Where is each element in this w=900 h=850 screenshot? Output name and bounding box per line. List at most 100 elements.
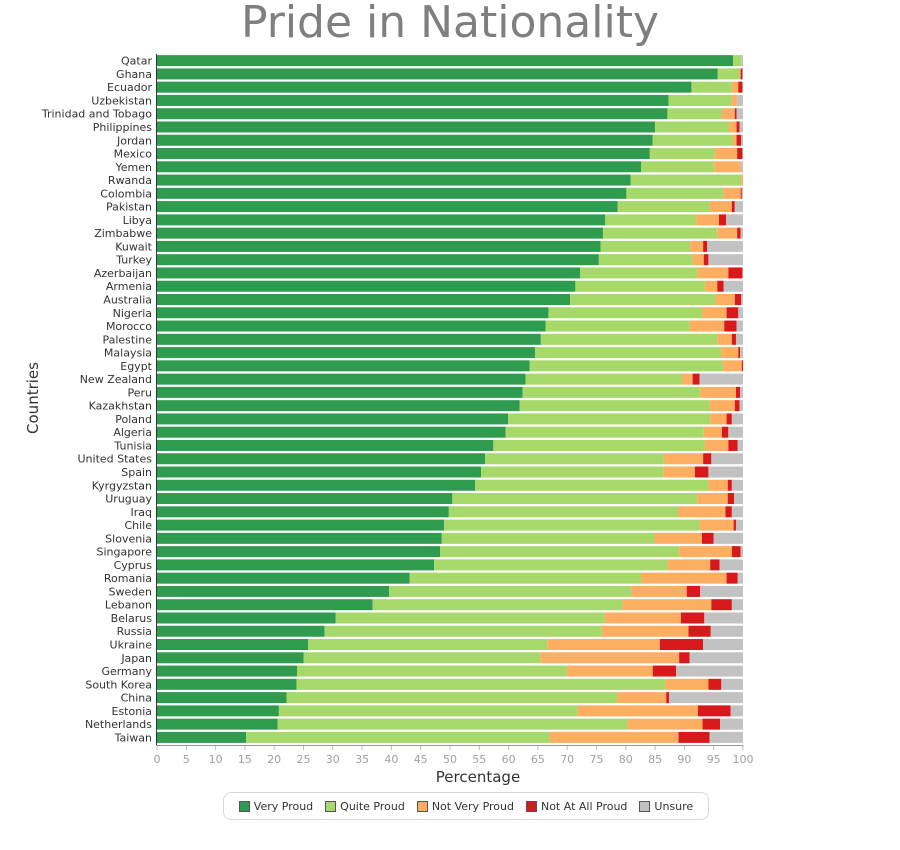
bar-segment[interactable] xyxy=(736,121,740,133)
bar-segment[interactable] xyxy=(157,347,535,359)
bar-segment[interactable] xyxy=(157,55,734,67)
bar-segment[interactable] xyxy=(505,426,704,438)
bar-segment[interactable] xyxy=(600,240,691,252)
bar-segment[interactable] xyxy=(157,639,309,651)
bar-segment[interactable] xyxy=(617,201,710,213)
bar-segment[interactable] xyxy=(667,559,711,571)
bar-segment[interactable] xyxy=(570,294,716,305)
bar-segment[interactable] xyxy=(733,55,742,67)
bar-segment[interactable] xyxy=(742,81,743,93)
bar-segment[interactable] xyxy=(703,254,709,266)
bar-segment[interactable] xyxy=(475,479,709,491)
bar-segment[interactable] xyxy=(735,333,743,345)
bar-segment[interactable] xyxy=(741,174,743,186)
bar-segment[interactable] xyxy=(663,466,695,478)
bar-segment[interactable] xyxy=(734,108,737,120)
bar-segment[interactable] xyxy=(303,652,541,664)
bar-segment[interactable] xyxy=(703,426,722,438)
bar-segment[interactable] xyxy=(734,400,740,412)
bar-segment[interactable] xyxy=(604,612,681,624)
bar-segment[interactable] xyxy=(724,320,737,332)
bar-segment[interactable] xyxy=(278,705,578,717)
bar-segment[interactable] xyxy=(742,68,743,80)
bar-segment[interactable] xyxy=(682,373,693,385)
bar-segment[interactable] xyxy=(721,108,735,120)
bar-segment[interactable] xyxy=(731,94,738,106)
bar-segment[interactable] xyxy=(441,532,655,544)
bar-segment[interactable] xyxy=(157,519,445,531)
bar-segment[interactable] xyxy=(448,506,678,518)
bar-segment[interactable] xyxy=(728,426,743,438)
bar-segment[interactable] xyxy=(692,373,700,385)
bar-segment[interactable] xyxy=(652,134,734,146)
bar-segment[interactable] xyxy=(737,439,743,451)
bar-segment[interactable] xyxy=(728,267,743,279)
bar-segment[interactable] xyxy=(157,108,668,120)
bar-segment[interactable] xyxy=(157,320,546,332)
bar-segment[interactable] xyxy=(711,453,743,465)
bar-segment[interactable] xyxy=(157,174,631,186)
bar-segment[interactable] xyxy=(157,453,486,465)
bar-segment[interactable] xyxy=(720,718,743,730)
bar-segment[interactable] xyxy=(157,652,304,664)
bar-segment[interactable] xyxy=(701,532,714,544)
bar-segment[interactable] xyxy=(680,612,705,624)
bar-segment[interactable] xyxy=(157,705,279,717)
bar-segment[interactable] xyxy=(157,585,390,597)
bar-segment[interactable] xyxy=(737,227,741,239)
bar-segment[interactable] xyxy=(726,307,739,319)
bar-segment[interactable] xyxy=(731,333,736,345)
bar-segment[interactable] xyxy=(481,466,664,478)
bar-segment[interactable] xyxy=(525,373,683,385)
bar-segment[interactable] xyxy=(389,585,632,597)
bar-segment[interactable] xyxy=(549,731,679,743)
bar-segment[interactable] xyxy=(738,307,743,319)
bar-segment[interactable] xyxy=(157,439,494,451)
bar-segment[interactable] xyxy=(728,121,737,133)
bar-segment[interactable] xyxy=(157,227,603,239)
bar-segment[interactable] xyxy=(686,585,701,597)
bar-segment[interactable] xyxy=(676,665,743,677)
bar-segment[interactable] xyxy=(741,187,743,199)
bar-segment[interactable] xyxy=(715,294,735,305)
bar-segment[interactable] xyxy=(727,493,735,505)
bar-segment[interactable] xyxy=(710,413,727,425)
bar-segment[interactable] xyxy=(598,254,693,266)
bar-segment[interactable] xyxy=(741,55,743,67)
bar-segment[interactable] xyxy=(157,426,506,438)
bar-segment[interactable] xyxy=(157,612,336,624)
bar-segment[interactable] xyxy=(667,108,722,120)
bar-segment[interactable] xyxy=(718,214,726,226)
bar-segment[interactable] xyxy=(700,585,743,597)
bar-segment[interactable] xyxy=(728,439,738,451)
bar-segment[interactable] xyxy=(617,692,667,704)
bar-segment[interactable] xyxy=(666,692,670,704)
bar-segment[interactable] xyxy=(738,81,743,93)
bar-segment[interactable] xyxy=(286,692,618,704)
bar-segment[interactable] xyxy=(726,413,732,425)
bar-segment[interactable] xyxy=(580,267,698,279)
bar-segment[interactable] xyxy=(733,134,737,146)
bar-segment[interactable] xyxy=(699,373,743,385)
bar-segment[interactable] xyxy=(631,585,687,597)
bar-segment[interactable] xyxy=(622,599,712,611)
bar-segment[interactable] xyxy=(566,665,653,677)
bar-segment[interactable] xyxy=(669,692,743,704)
bar-segment[interactable] xyxy=(700,386,736,398)
bar-segment[interactable] xyxy=(741,294,743,305)
bar-segment[interactable] xyxy=(717,227,738,239)
bar-segment[interactable] xyxy=(735,519,743,531)
bar-segment[interactable] xyxy=(444,519,700,531)
bar-segment[interactable] xyxy=(157,373,526,385)
bar-segment[interactable] xyxy=(157,307,549,319)
bar-segment[interactable] xyxy=(734,493,743,505)
bar-segment[interactable] xyxy=(534,347,722,359)
bar-segment[interactable] xyxy=(689,320,725,332)
bar-segment[interactable] xyxy=(157,148,650,160)
bar-segment[interactable] xyxy=(493,439,705,451)
bar-segment[interactable] xyxy=(734,294,742,305)
bar-segment[interactable] xyxy=(665,678,709,690)
bar-segment[interactable] xyxy=(703,240,708,252)
bar-segment[interactable] xyxy=(690,240,704,252)
bar-segment[interactable] xyxy=(739,400,743,412)
